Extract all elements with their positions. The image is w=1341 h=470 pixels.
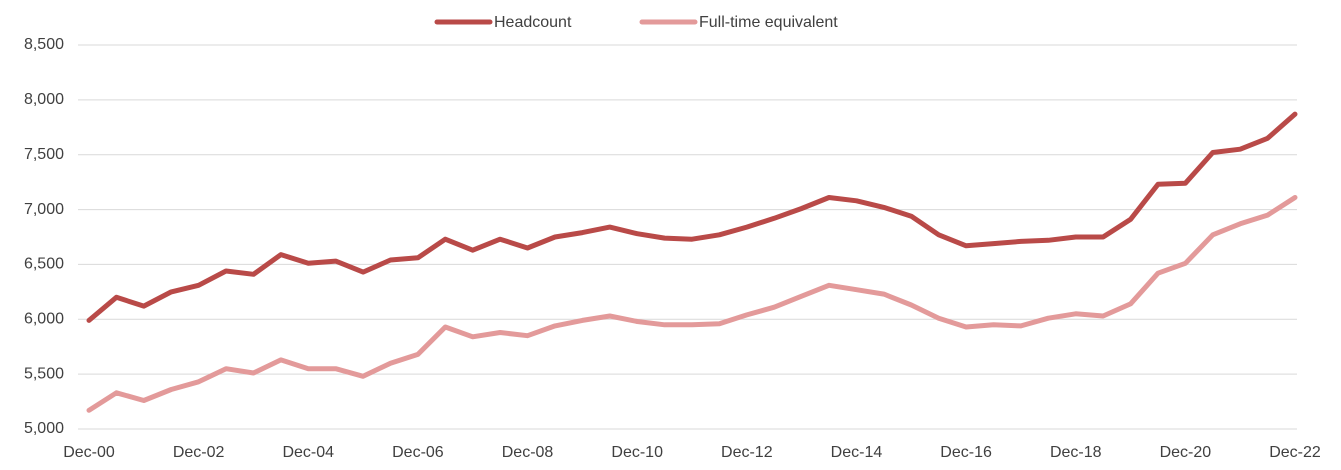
x-tick-label: Dec-20 — [1160, 444, 1212, 461]
x-tick-label: Dec-00 — [63, 444, 115, 461]
y-tick-label: 6,500 — [24, 256, 64, 273]
x-tick-label: Dec-02 — [173, 444, 225, 461]
x-tick-label: Dec-12 — [721, 444, 773, 461]
x-tick-label: Dec-16 — [940, 444, 992, 461]
y-tick-label: 5,500 — [24, 365, 64, 382]
series-line — [86, 195, 1298, 413]
y-tick-label: 8,500 — [24, 36, 64, 53]
legend-label: Full-time equivalent — [699, 14, 838, 31]
x-tick-label: Dec-08 — [502, 444, 554, 461]
x-tick-label: Dec-14 — [831, 444, 883, 461]
series-line — [86, 111, 1298, 323]
y-tick-label: 7,000 — [24, 201, 64, 218]
x-tick-label: Dec-06 — [392, 444, 444, 461]
x-tick-label: Dec-18 — [1050, 444, 1102, 461]
y-tick-label: 8,000 — [24, 91, 64, 108]
y-tick-label: 6,000 — [24, 311, 64, 328]
y-tick-label: 7,500 — [24, 146, 64, 163]
x-tick-label: Dec-22 — [1269, 444, 1321, 461]
x-tick-label: Dec-10 — [611, 444, 663, 461]
y-tick-label: 5,000 — [24, 420, 64, 437]
x-tick-label: Dec-04 — [282, 444, 334, 461]
legend-label: Headcount — [494, 14, 572, 31]
